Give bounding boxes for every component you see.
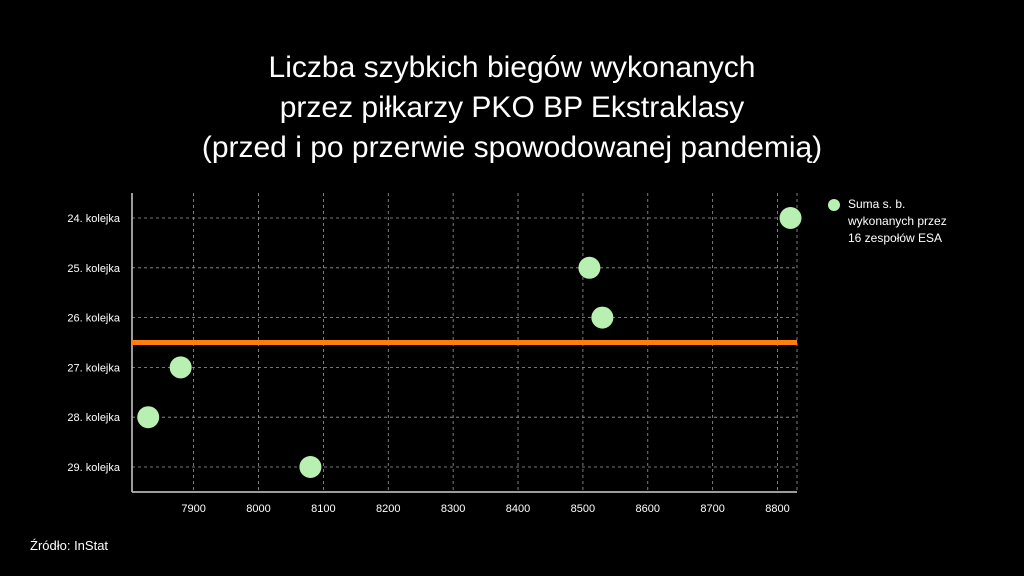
x-tick-label: 7900 [181, 503, 205, 515]
y-tick-label: 29. kolejka [67, 462, 120, 474]
source-note: Źródło: InStat [30, 538, 109, 553]
x-tick-label: 8500 [571, 503, 595, 515]
tick-labels: 7900 8000 8100 8200 8300 8400 8500 8600 8700 8800… [67, 213, 789, 515]
data-point [591, 306, 614, 329]
x-tick-label: 8400 [506, 503, 530, 515]
chart-title: Liczba szybkich biegów wykonanych przez p… [0, 48, 1024, 168]
data-points [137, 207, 802, 478]
x-tick-label: 8000 [246, 503, 270, 515]
y-tick-label: 26. kolejka [67, 313, 120, 325]
data-point [299, 456, 322, 478]
grid-lines [132, 193, 798, 492]
legend: Suma s. b. wykonanych przez 16 zespołów … [828, 196, 978, 247]
data-point [169, 356, 192, 379]
chart-title-line: przez piłkarzy PKO BP Ekstraklasy [279, 91, 745, 124]
y-tick-label: 28. kolejka [67, 412, 120, 424]
x-tick-label: 8200 [376, 503, 400, 515]
x-tick-label: 8700 [700, 503, 724, 515]
x-tick-label: 8800 [765, 503, 789, 515]
chart-title-line: Liczba szybkich biegów wykonanych [268, 51, 756, 84]
y-tick-label: 24. kolejka [67, 213, 120, 225]
data-point [779, 207, 802, 229]
data-point [578, 256, 601, 279]
legend-label: Suma s. b. wykonanych przez 16 zespołów … [848, 197, 947, 245]
data-point [137, 406, 160, 429]
y-tick-label: 25. kolejka [67, 263, 120, 275]
y-tick-label: 27. kolejka [67, 362, 120, 374]
x-tick-label: 8300 [441, 503, 465, 515]
x-tick-label: 8600 [636, 503, 660, 515]
chart-title-line: (przed i po przerwie spowodowanej pandem… [201, 131, 823, 164]
legend-marker [828, 199, 840, 211]
x-tick-label: 8100 [311, 503, 335, 515]
